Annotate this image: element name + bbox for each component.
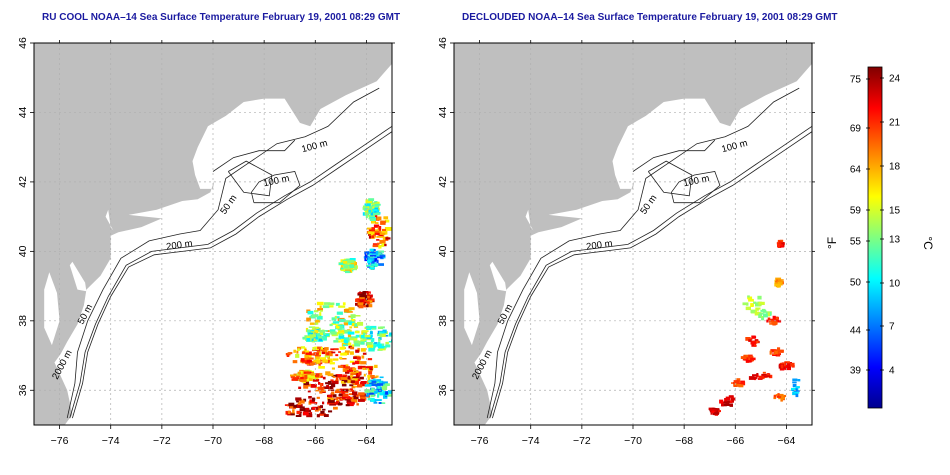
inland-water xyxy=(69,261,87,292)
sst-data-layer xyxy=(708,239,801,416)
inland-water xyxy=(44,272,60,346)
y-tick-label: 44 xyxy=(17,106,29,118)
x-tick-label: −76 xyxy=(471,435,489,447)
y-tick-label: 36 xyxy=(17,384,29,396)
colorbar-unit-f: °F xyxy=(825,237,839,249)
y-tick-label: 36 xyxy=(437,384,449,396)
colorbar-unit-c: °C xyxy=(921,236,935,250)
colorbar-tick-c: 21 xyxy=(889,118,901,129)
colorbar-tick-f: 50 xyxy=(850,278,862,289)
x-tick-label: −74 xyxy=(102,435,120,447)
contour-label: 100 m xyxy=(682,173,710,189)
x-tick-label: −68 xyxy=(675,435,693,447)
y-tick-label: 42 xyxy=(437,176,449,188)
colorbar-tick-f: 59 xyxy=(850,206,862,217)
colorbar-tick-c: 13 xyxy=(889,235,901,246)
x-tick-label: −76 xyxy=(51,435,69,447)
inland-water xyxy=(525,209,534,231)
x-tick-label: −64 xyxy=(358,435,376,447)
contour-label: 100 m xyxy=(262,173,290,189)
lat-lon-grid xyxy=(454,43,812,425)
y-tick-label: 40 xyxy=(17,245,29,257)
y-tick-label: 42 xyxy=(17,176,29,188)
colorbar-tick-f: 64 xyxy=(850,165,862,176)
x-tick-label: −72 xyxy=(153,435,171,447)
colorbar-tick-f: 69 xyxy=(850,124,862,135)
colorbar-tick-f: 75 xyxy=(850,75,862,86)
inland-water xyxy=(464,272,480,346)
colorbar-tick-c: 7 xyxy=(889,322,895,333)
bathymetry-contours xyxy=(66,87,392,419)
y-tick-label: 46 xyxy=(17,37,29,49)
colorbar-tick-c: 10 xyxy=(889,279,901,290)
lat-lon-grid xyxy=(34,43,392,425)
colorbar-gradient xyxy=(867,66,883,409)
sst-data-layer xyxy=(284,198,392,418)
x-tick-label: −64 xyxy=(778,435,796,447)
y-tick-label: 40 xyxy=(437,245,449,257)
colorbar-tick-c: 18 xyxy=(889,162,901,173)
land-mass xyxy=(454,43,812,425)
colorbar-tick-f: 39 xyxy=(850,366,862,377)
bathymetry-contours xyxy=(486,87,812,419)
y-tick-label: 38 xyxy=(437,315,449,327)
contour-label: 200 m xyxy=(166,238,194,253)
map-title-right: DECLOUDED NOAA–14 Sea Surface Temperatur… xyxy=(462,12,838,23)
colorbar-tick-c: 15 xyxy=(889,206,901,217)
inland-water xyxy=(489,261,507,292)
y-tick-label: 44 xyxy=(437,106,449,118)
colorbar: °F °C 75 69 64 59 55 50 44 39 24 21 18 15 13 10 7 4 xyxy=(825,66,935,409)
x-tick-label: −68 xyxy=(255,435,273,447)
colorbar-tick-c: 4 xyxy=(889,366,895,377)
colorbar-tick-f: 55 xyxy=(850,237,862,248)
x-tick-label: −70 xyxy=(624,435,642,447)
x-tick-label: −66 xyxy=(726,435,744,447)
map-title-left: RU COOL NOAA–14 Sea Surface Temperature … xyxy=(42,12,401,23)
land-mass xyxy=(34,43,392,425)
x-tick-label: −66 xyxy=(306,435,324,447)
x-tick-label: −74 xyxy=(522,435,540,447)
colorbar-tick-f: 44 xyxy=(850,326,862,337)
inland-water xyxy=(105,209,114,231)
y-tick-label: 46 xyxy=(437,37,449,49)
x-tick-label: −72 xyxy=(573,435,591,447)
colorbar-tick-c: 24 xyxy=(889,74,901,85)
contour-label: 200 m xyxy=(586,238,614,253)
y-tick-label: 38 xyxy=(17,315,29,327)
x-tick-label: −70 xyxy=(204,435,222,447)
